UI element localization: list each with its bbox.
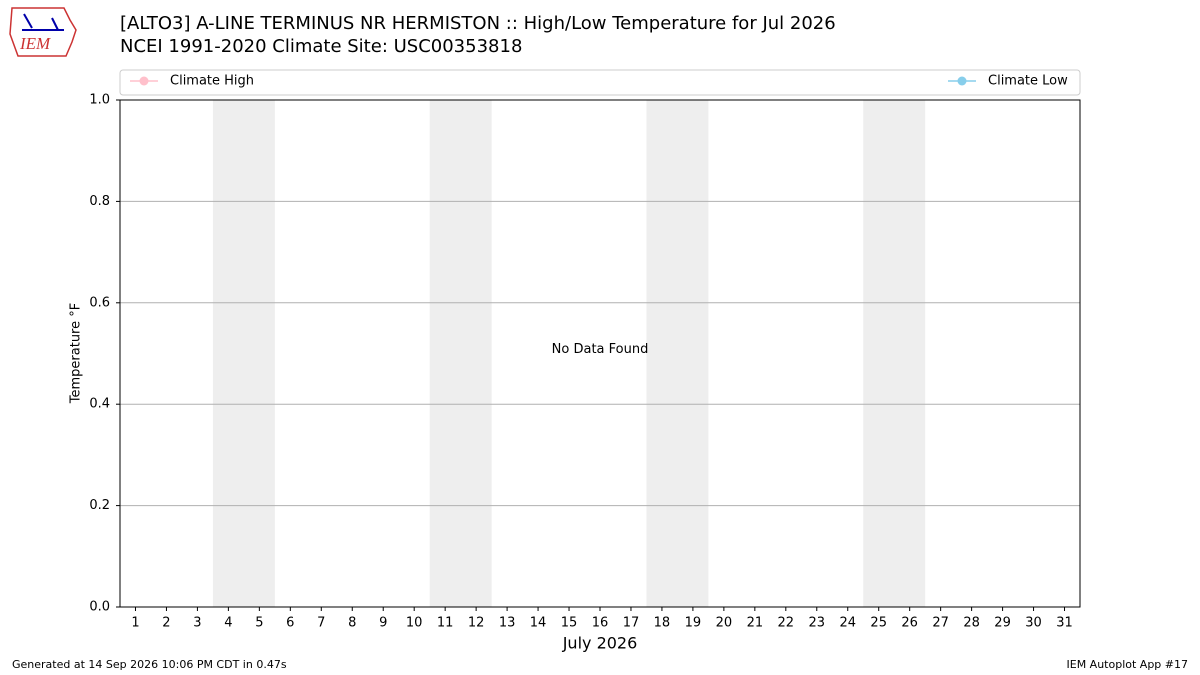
x-tick-label: 2 bbox=[162, 616, 170, 631]
x-tick-label: 10 bbox=[406, 616, 423, 631]
legend-label: Climate Low bbox=[988, 74, 1068, 89]
x-tick-label: 9 bbox=[379, 616, 387, 631]
legend-label: Climate High bbox=[170, 74, 254, 89]
x-tick-label: 22 bbox=[778, 616, 795, 631]
x-tick-label: 14 bbox=[530, 616, 547, 631]
y-tick-label: 0.4 bbox=[89, 397, 110, 412]
weekend-shade bbox=[212, 100, 275, 607]
x-tick-label: 30 bbox=[1025, 616, 1042, 631]
y-tick-label: 0.8 bbox=[89, 194, 110, 209]
legend-box bbox=[119, 69, 1081, 96]
footer-right: IEM Autoplot App #17 bbox=[1067, 658, 1189, 671]
plot-frame bbox=[119, 99, 1081, 608]
x-tick-label: 5 bbox=[255, 616, 263, 631]
weekend-shade bbox=[646, 100, 709, 607]
weekend-shade bbox=[429, 100, 492, 607]
x-tick-label: 29 bbox=[994, 616, 1011, 631]
chart-subtitle: NCEI 1991-2020 Climate Site: USC00353818 bbox=[120, 36, 522, 57]
x-tick-label: 19 bbox=[685, 616, 702, 631]
footer-left: Generated at 14 Sep 2026 10:06 PM CDT in… bbox=[12, 658, 287, 671]
y-tick-label: 0.0 bbox=[89, 600, 110, 615]
y-tick-label: 0.2 bbox=[89, 498, 110, 513]
x-tick-label: 3 bbox=[193, 616, 201, 631]
x-tick-label: 15 bbox=[561, 616, 578, 631]
logo: IEM bbox=[9, 7, 77, 57]
logo-text: IEM bbox=[19, 34, 51, 53]
x-tick-label: 18 bbox=[654, 616, 671, 631]
y-axis-label: Temperature °F bbox=[69, 303, 84, 404]
x-tick-label: 1 bbox=[131, 616, 139, 631]
x-tick-label: 21 bbox=[747, 616, 764, 631]
x-tick-label: 17 bbox=[623, 616, 640, 631]
x-tick-label: 26 bbox=[901, 616, 918, 631]
chart-title: [ALTO3] A-LINE TERMINUS NR HERMISTON :: … bbox=[120, 13, 836, 34]
x-tick-label: 20 bbox=[716, 616, 733, 631]
x-tick-label: 24 bbox=[839, 616, 856, 631]
x-tick-label: 25 bbox=[870, 616, 887, 631]
x-axis-label: July 2026 bbox=[562, 634, 638, 653]
x-tick-label: 27 bbox=[932, 616, 949, 631]
y-tick-label: 0.6 bbox=[89, 295, 110, 310]
x-tick-label: 8 bbox=[348, 616, 356, 631]
x-tick-label: 31 bbox=[1056, 616, 1073, 631]
x-tick-label: 23 bbox=[809, 616, 826, 631]
x-tick-label: 16 bbox=[592, 616, 609, 631]
legend-marker bbox=[957, 76, 967, 86]
x-tick-label: 7 bbox=[317, 616, 325, 631]
y-tick-label: 1.0 bbox=[89, 93, 110, 108]
x-tick-label: 4 bbox=[224, 616, 232, 631]
annotation: No Data Found bbox=[552, 342, 649, 357]
weekend-shade bbox=[863, 100, 926, 607]
legend-marker bbox=[139, 76, 149, 86]
x-tick-label: 13 bbox=[499, 616, 516, 631]
x-tick-label: 11 bbox=[437, 616, 454, 631]
x-tick-label: 6 bbox=[286, 616, 294, 631]
x-tick-label: 28 bbox=[963, 616, 980, 631]
x-tick-label: 12 bbox=[468, 616, 485, 631]
